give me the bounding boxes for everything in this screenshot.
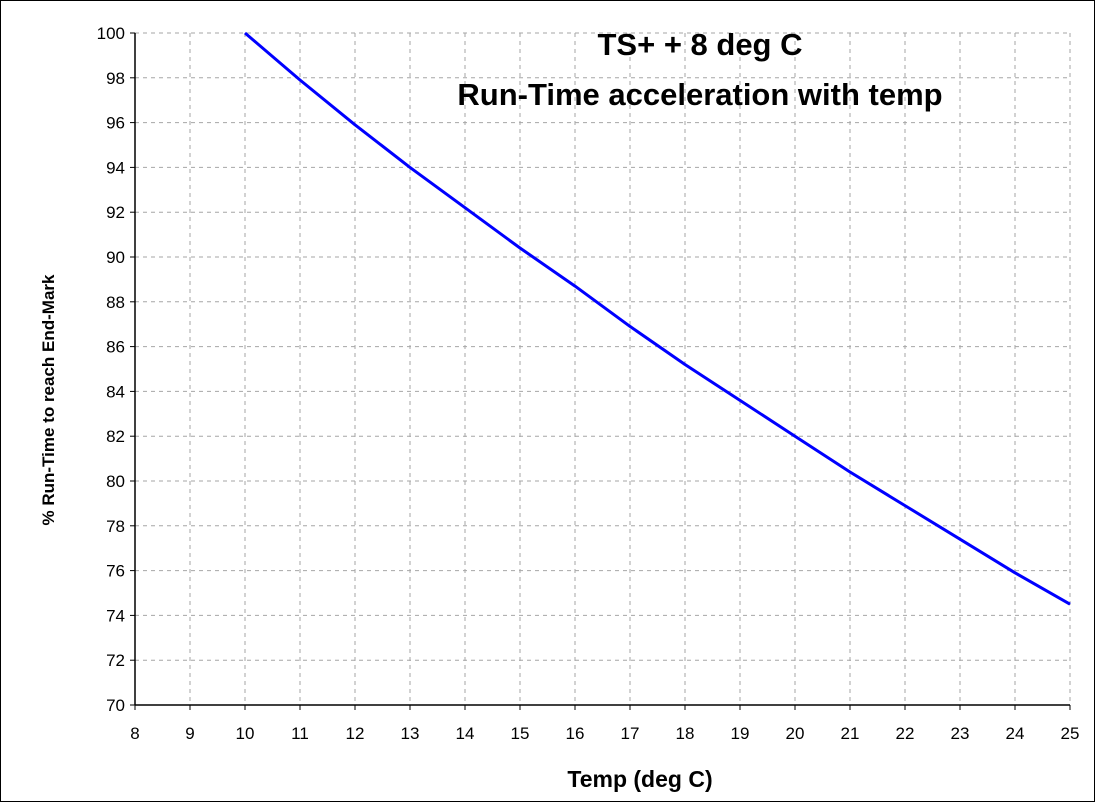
x-tick-label: 11 xyxy=(291,724,309,743)
chart-subtitle: Run-Time acceleration with temp xyxy=(457,77,942,112)
y-tick-label: 82 xyxy=(106,427,125,446)
y-tick-label: 90 xyxy=(106,248,125,267)
y-tick-label: 94 xyxy=(106,158,125,177)
x-tick-label: 8 xyxy=(130,724,139,743)
y-tick-label: 96 xyxy=(106,114,125,133)
x-tick-label: 13 xyxy=(401,724,420,743)
x-tick-label: 9 xyxy=(185,724,194,743)
tick-labels: 8 9 10 11 12 13 14 15 16 17 18 19 20 21 22 23 24 25 70 72 74… xyxy=(97,24,1080,743)
x-tick-label: 12 xyxy=(346,724,365,743)
x-tick-label: 18 xyxy=(676,724,695,743)
x-tick-label: 14 xyxy=(456,724,475,743)
x-tick-label: 10 xyxy=(236,724,255,743)
y-tick-label: 86 xyxy=(106,338,125,357)
y-tick-label: 88 xyxy=(106,293,125,312)
x-tick-label: 22 xyxy=(896,724,915,743)
x-axis-title: Temp (deg C) xyxy=(567,766,712,792)
titles: TS+ + 8 deg C Run-Time acceleration with… xyxy=(39,27,943,792)
y-tick-label: 92 xyxy=(106,203,125,222)
series-line xyxy=(244,31,1071,606)
series-lines xyxy=(244,31,1071,606)
x-tick-label: 25 xyxy=(1061,724,1080,743)
y-tick-label: 84 xyxy=(106,382,125,401)
x-tick-label: 17 xyxy=(621,724,640,743)
x-tick-label: 16 xyxy=(566,724,585,743)
y-tick-label: 80 xyxy=(106,472,125,491)
y-tick-label: 78 xyxy=(106,517,125,536)
y-axis-title: % Run-Time to reach End-Mark xyxy=(39,274,58,525)
axes xyxy=(130,32,1071,710)
gridlines xyxy=(135,32,1071,705)
y-tick-label: 98 xyxy=(106,69,125,88)
y-tick-label: 100 xyxy=(97,24,125,43)
y-tick-label: 76 xyxy=(106,562,125,581)
x-tick-label: 24 xyxy=(1006,724,1025,743)
x-tick-label: 20 xyxy=(786,724,805,743)
chart-title: TS+ + 8 deg C xyxy=(597,27,802,62)
y-tick-label: 72 xyxy=(106,651,125,670)
x-tick-label: 23 xyxy=(951,724,970,743)
x-tick-label: 15 xyxy=(511,724,530,743)
x-tick-label: 19 xyxy=(731,724,750,743)
y-tick-label: 74 xyxy=(106,606,125,625)
x-tick-label: 21 xyxy=(841,724,860,743)
y-tick-label: 70 xyxy=(106,696,125,715)
